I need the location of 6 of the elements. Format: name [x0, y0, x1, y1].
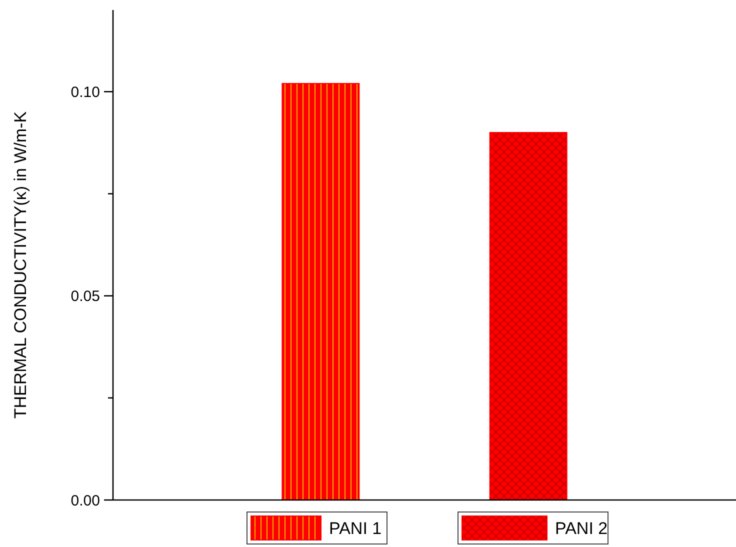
legend-label: PANI 2	[555, 518, 608, 538]
y-tick-label: 0.05	[70, 288, 100, 306]
legend-label: PANI 1	[329, 518, 382, 538]
y-tick-label: 0.10	[70, 84, 100, 101]
y-axis-title: THERMAL CONDUCTIVITY(κ) in W/m-K	[11, 110, 30, 419]
y-tick-label: 0.00	[70, 492, 100, 510]
